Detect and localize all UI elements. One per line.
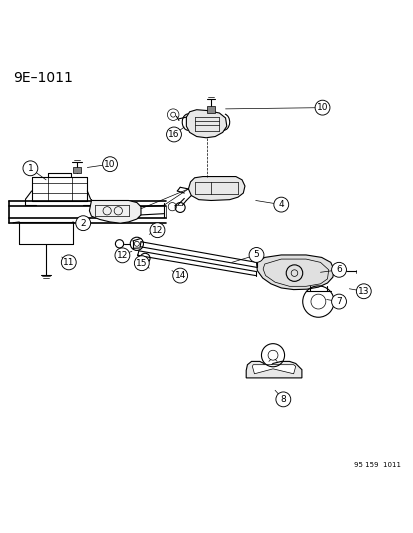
Text: 7: 7 <box>335 297 341 306</box>
Circle shape <box>331 294 346 309</box>
Text: 1: 1 <box>27 164 33 173</box>
Circle shape <box>172 268 187 283</box>
Text: 10: 10 <box>316 103 328 112</box>
Text: 4: 4 <box>278 200 283 209</box>
Text: 14: 14 <box>174 271 185 280</box>
Bar <box>206 106 215 112</box>
Polygon shape <box>246 361 301 378</box>
Circle shape <box>273 197 288 212</box>
Text: 11: 11 <box>63 258 74 267</box>
Circle shape <box>356 284 370 298</box>
Circle shape <box>134 256 149 271</box>
Circle shape <box>249 247 263 262</box>
Text: 6: 6 <box>335 265 341 274</box>
Circle shape <box>275 392 290 407</box>
Text: 16: 16 <box>168 130 179 139</box>
Text: 12: 12 <box>116 251 128 260</box>
Circle shape <box>314 100 329 115</box>
Circle shape <box>115 248 130 263</box>
Polygon shape <box>186 110 226 138</box>
Text: 2: 2 <box>80 219 86 228</box>
Text: 10: 10 <box>104 160 116 168</box>
Circle shape <box>150 223 164 238</box>
Text: 13: 13 <box>357 287 369 296</box>
Circle shape <box>61 255 76 270</box>
Text: 8: 8 <box>280 395 285 404</box>
Bar <box>73 167 81 173</box>
Polygon shape <box>188 176 244 200</box>
Circle shape <box>76 216 90 231</box>
Polygon shape <box>256 255 333 289</box>
Circle shape <box>331 262 346 277</box>
Polygon shape <box>89 200 141 223</box>
Circle shape <box>166 127 181 142</box>
Polygon shape <box>252 365 295 374</box>
Circle shape <box>23 161 38 176</box>
Text: 5: 5 <box>253 251 259 260</box>
Text: 15: 15 <box>136 259 147 268</box>
Circle shape <box>102 157 117 172</box>
Text: 95 159  1011: 95 159 1011 <box>353 462 400 468</box>
Text: 9E–1011: 9E–1011 <box>13 70 73 85</box>
Text: 12: 12 <box>152 225 163 235</box>
